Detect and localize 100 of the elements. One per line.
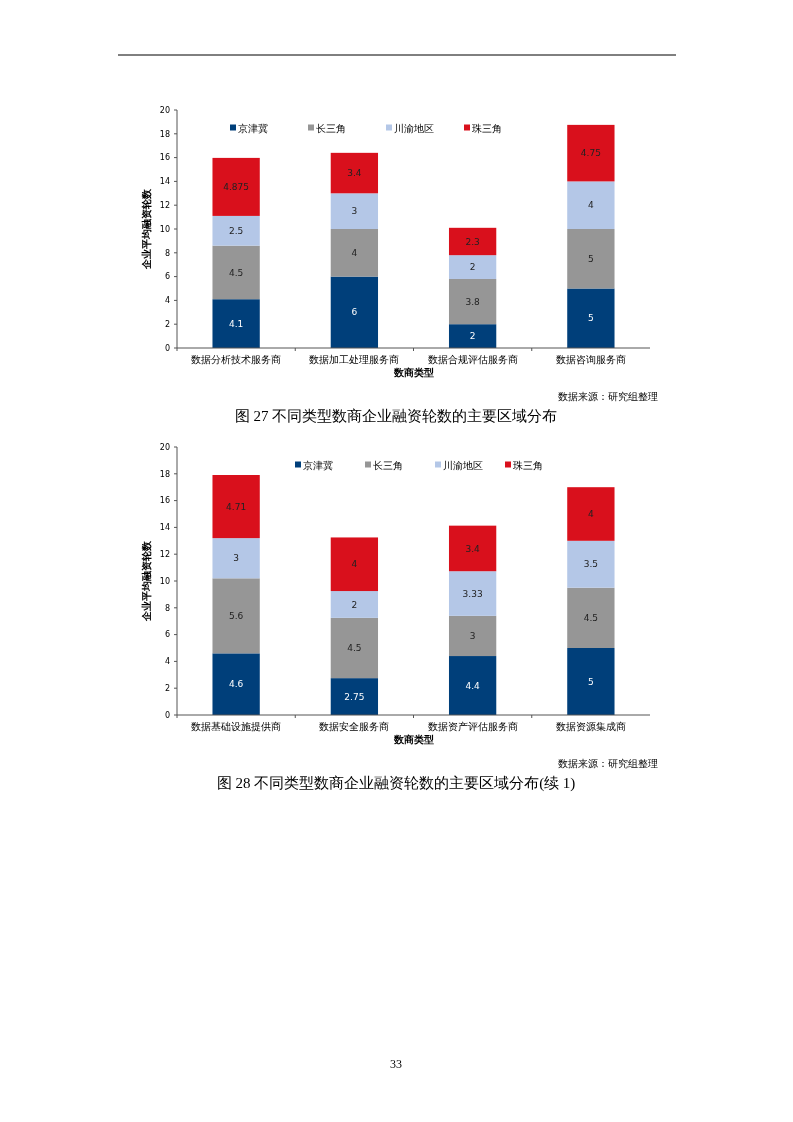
bar: [330, 152, 379, 194]
x-axis-title: 数商类型: [392, 367, 434, 378]
data-label: 5.6: [228, 610, 244, 621]
y-axis-title: 企业平均融资轮数: [141, 188, 152, 270]
bar: [330, 591, 379, 618]
bar: [212, 538, 260, 579]
data-label: 3: [351, 206, 358, 217]
bar: [212, 475, 260, 539]
legend-label: 长三角: [373, 459, 403, 471]
x-tick-label: 数据基础设施提供商: [191, 721, 282, 732]
bar: [567, 540, 615, 588]
x-tick-label: 数据安全服务商: [319, 721, 390, 732]
data-label: 2.75: [344, 691, 365, 702]
y-tick-label: 16: [159, 496, 170, 506]
text: 图 27 不同类型数商企业融资轮数的主要区域分布: [234, 408, 558, 424]
data-label: 4: [351, 247, 358, 258]
bar: [448, 324, 497, 348]
data-label: 3.33: [462, 588, 483, 599]
data-label: 4: [351, 559, 358, 570]
y-tick-label: 4: [164, 296, 170, 306]
source-note: 数据来源：研究组整理: [558, 391, 658, 402]
x-tick-label: 数据咨询服务商: [555, 354, 626, 365]
x-tick-label: 数据加工处理服务商: [309, 354, 400, 365]
text: 33: [390, 1057, 402, 1071]
bar: [567, 181, 615, 229]
data-label: 2.3: [465, 236, 480, 247]
y-tick-label: 4: [164, 657, 170, 667]
data-label: 2: [469, 331, 476, 342]
data-label: 3.4: [347, 168, 362, 179]
data-label: 4: [588, 200, 595, 211]
x-tick-label: 数据资源集成商: [555, 721, 626, 732]
legend-label: 珠三角: [513, 459, 543, 471]
bar: [448, 525, 497, 572]
y-tick-label: 0: [164, 710, 170, 720]
bar: [330, 229, 379, 277]
y-tick-label: 6: [164, 272, 170, 282]
legend-label: 川渝地区: [443, 459, 483, 471]
bar: [212, 653, 260, 715]
data-label: 2: [351, 599, 358, 610]
y-tick-label: 10: [159, 576, 170, 586]
bar: [448, 255, 497, 279]
bar: [448, 656, 497, 715]
data-label: 5: [588, 676, 594, 687]
data-label: 2.5: [228, 225, 244, 236]
bar: [330, 276, 379, 348]
y-tick-label: 12: [159, 201, 170, 210]
bar: [567, 288, 615, 348]
data-label: 3: [233, 553, 239, 564]
data-label: 3: [469, 631, 476, 642]
bar: [567, 648, 615, 715]
y-tick-label: 18: [159, 129, 170, 139]
y-tick-label: 12: [159, 550, 170, 559]
data-label: 4.1: [228, 318, 244, 329]
data-label: 4.4: [465, 680, 481, 691]
bar: [330, 617, 379, 679]
bar: [212, 299, 260, 348]
legend-label: 珠三角: [472, 122, 502, 134]
data-label: 4.875: [223, 182, 250, 193]
y-tick-label: 20: [159, 442, 170, 452]
data-label: 4: [588, 509, 595, 520]
bar: [448, 278, 497, 325]
data-label: 3.5: [583, 559, 599, 570]
data-label: 5: [588, 313, 594, 324]
x-tick-label: 数据合规评估服务商: [427, 354, 518, 365]
data-label: 4.5: [347, 643, 362, 654]
data-label: 4.75: [580, 148, 601, 159]
bar: [567, 124, 615, 182]
y-tick-label: 8: [164, 603, 170, 613]
bar: [567, 487, 615, 541]
y-tick-label: 10: [159, 224, 170, 234]
bar: [448, 227, 497, 256]
x-tick-label: 数据分析技术服务商: [191, 354, 282, 365]
data-label: 5: [588, 253, 594, 264]
data-label: 3.8: [465, 296, 481, 307]
y-tick-label: 16: [159, 153, 170, 163]
source-note: 数据来源：研究组整理: [558, 758, 658, 769]
data-label: 3.4: [465, 543, 481, 554]
y-tick-label: 14: [159, 177, 170, 187]
data-label: 4.6: [228, 679, 244, 690]
legend-label: 京津冀: [238, 122, 268, 134]
bar: [567, 229, 615, 289]
y-tick-label: 8: [164, 248, 170, 258]
bar: [330, 678, 379, 715]
x-tick-label: 数据资产评估服务商: [427, 721, 518, 732]
bar: [212, 245, 260, 300]
bar: [448, 571, 497, 616]
bar: [212, 578, 260, 654]
data-label: 6: [351, 307, 358, 318]
bar: [567, 587, 615, 648]
y-tick-label: 20: [159, 105, 170, 115]
y-tick-label: 0: [164, 343, 170, 353]
bar: [330, 537, 379, 592]
y-tick-label: 18: [159, 469, 170, 479]
legend-label: 川渝地区: [394, 122, 434, 134]
bar: [448, 615, 497, 657]
data-label: 4.5: [583, 613, 599, 623]
x-axis-title: 数商类型: [392, 734, 434, 745]
data-label: 2: [469, 262, 476, 273]
bar: [212, 215, 260, 246]
y-tick-label: 6: [164, 630, 170, 640]
